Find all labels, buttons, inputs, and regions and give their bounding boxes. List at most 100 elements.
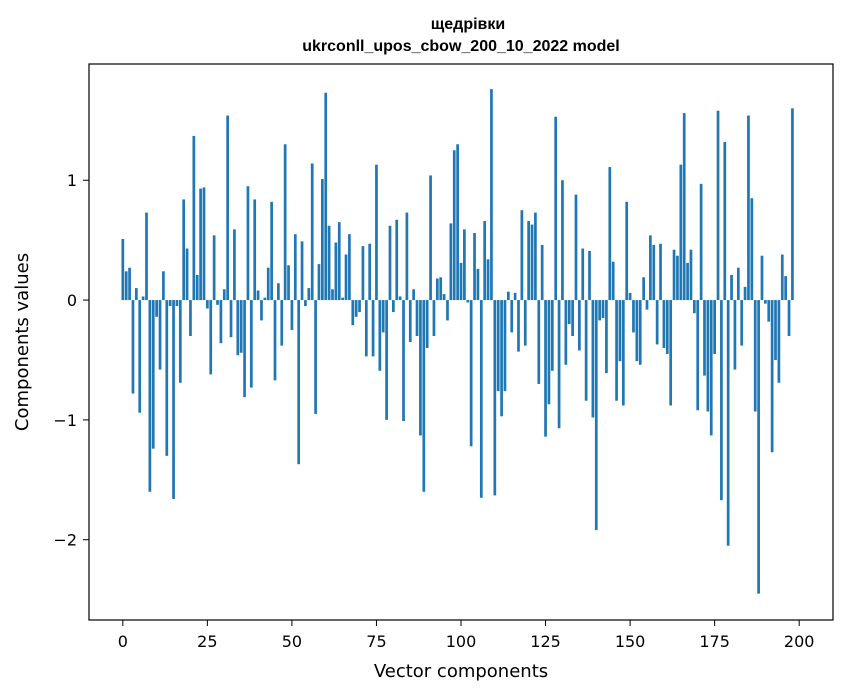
bar-43	[266, 267, 270, 301]
bar-58	[317, 264, 321, 301]
bar-21	[192, 135, 196, 301]
bar-153	[638, 300, 642, 365]
bar-197	[787, 300, 791, 337]
bar-112	[500, 300, 503, 417]
bar-44	[270, 201, 273, 301]
bar-186	[750, 198, 754, 301]
bar-158	[655, 300, 659, 345]
bar-102	[466, 300, 470, 303]
bar-161	[665, 300, 669, 354]
bar-175	[713, 300, 716, 354]
bar-17	[178, 300, 182, 383]
y-axis-ticks: −2 −1 0 1	[53, 171, 89, 550]
x-tick-label: 100	[446, 632, 477, 651]
bar-24	[202, 187, 206, 301]
bar-38	[249, 300, 253, 388]
bar-0	[121, 238, 125, 301]
bar-12	[162, 271, 165, 301]
bar-184	[743, 286, 747, 301]
bar-183	[740, 300, 744, 346]
bar-35	[239, 300, 243, 353]
bar-66	[344, 254, 348, 301]
bar-49	[287, 265, 290, 301]
bar-164	[676, 255, 679, 301]
bar-7	[145, 212, 148, 301]
bar-169	[692, 300, 696, 314]
bar-188	[757, 300, 760, 594]
x-axis-label: Vector components	[374, 661, 548, 682]
bar-40	[256, 290, 260, 301]
bar-198	[791, 108, 794, 301]
bar-70	[358, 300, 361, 313]
bar-11	[158, 300, 162, 370]
bar-98	[452, 150, 456, 301]
bar-178	[723, 141, 727, 301]
bar-195	[780, 254, 784, 301]
bar-111	[496, 300, 500, 392]
y-tick-label: −2	[53, 531, 77, 550]
bar-88	[419, 300, 422, 436]
bar-146	[615, 300, 618, 401]
bar-105	[476, 268, 480, 301]
bar-93	[435, 278, 439, 301]
bar-23	[199, 188, 202, 301]
y-axis-label: Components values	[12, 253, 33, 431]
x-tick-label: 125	[530, 632, 561, 651]
bar-138	[588, 250, 591, 301]
bar-171	[699, 183, 703, 301]
bar-29	[219, 300, 223, 344]
y-tick-label: 0	[67, 291, 77, 310]
bar-192	[770, 300, 774, 453]
x-tick-label: 175	[699, 632, 730, 651]
bar-152	[635, 300, 639, 362]
bar-19	[185, 248, 189, 301]
bar-42	[263, 297, 267, 301]
bar-109	[490, 89, 493, 301]
bar-133	[571, 300, 574, 337]
bar-87	[415, 300, 419, 337]
bar-56	[310, 163, 314, 301]
bar-182	[736, 267, 740, 301]
bar-61	[327, 225, 331, 301]
bar-4	[134, 288, 138, 301]
bar-22	[195, 274, 199, 301]
x-tick-label: 25	[197, 632, 217, 651]
bar-74	[371, 300, 375, 357]
bar-46	[277, 283, 280, 301]
bar-85	[408, 300, 412, 342]
bar-165	[679, 164, 683, 301]
bar-78	[385, 300, 388, 420]
bar-142	[601, 300, 605, 319]
bar-39	[253, 199, 257, 301]
bar-127	[550, 300, 554, 371]
bar-75	[375, 164, 378, 301]
bars-group	[121, 89, 794, 594]
bar-55	[307, 288, 311, 301]
bar-71	[361, 246, 365, 301]
bar-41	[260, 300, 263, 321]
x-tick-label: 0	[118, 632, 128, 651]
bar-150	[628, 292, 632, 301]
bar-15	[172, 300, 175, 499]
bar-104	[473, 232, 476, 301]
bar-94	[439, 277, 443, 301]
bar-65	[341, 297, 344, 301]
bar-179	[726, 300, 730, 546]
bar-2	[128, 267, 131, 301]
bar-149	[625, 201, 629, 301]
bar-73	[368, 243, 372, 301]
bar-143	[605, 300, 608, 374]
bar-194	[777, 300, 781, 383]
bar-83	[402, 300, 405, 422]
bar-193	[774, 300, 777, 360]
bar-27	[212, 235, 216, 301]
bar-16	[175, 300, 179, 307]
bar-189	[760, 255, 764, 301]
bar-134	[574, 194, 578, 301]
bar-187	[753, 300, 757, 412]
bar-124	[540, 244, 544, 301]
bar-177	[720, 300, 723, 501]
bar-135	[578, 300, 581, 351]
bar-125	[544, 300, 547, 437]
bar-25	[206, 300, 209, 309]
